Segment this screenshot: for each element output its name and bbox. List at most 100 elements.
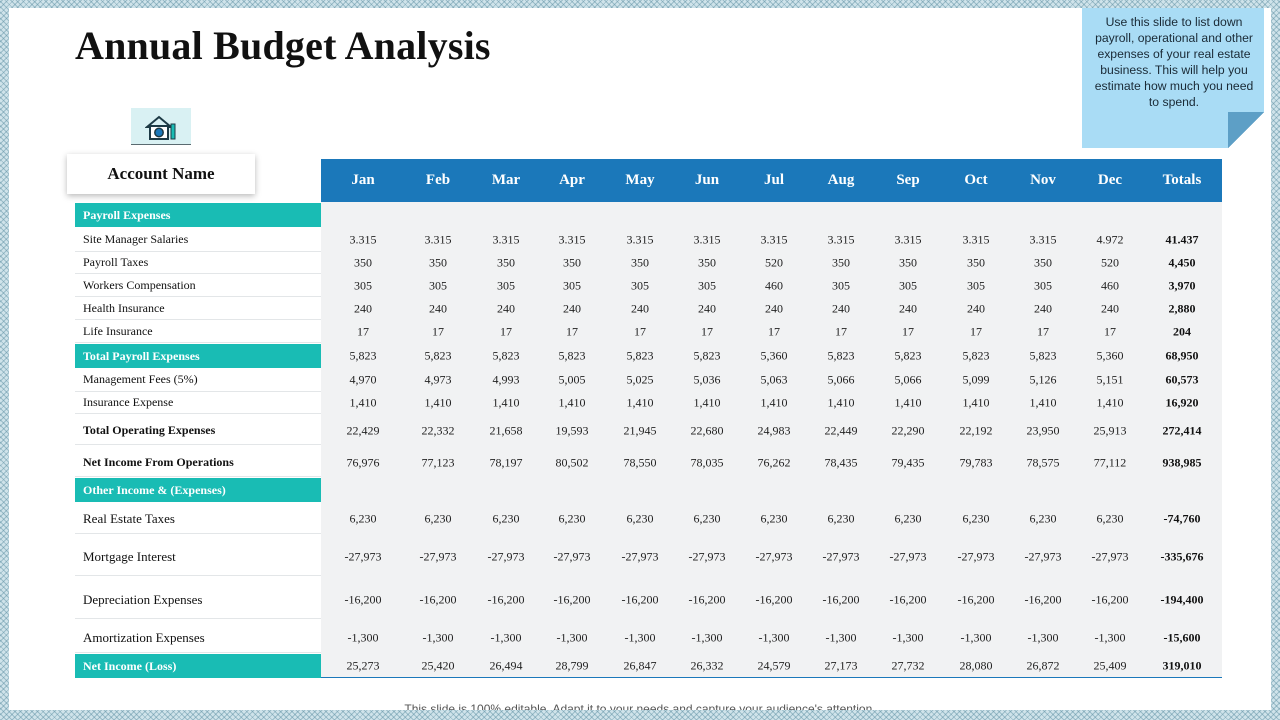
table-cell: 5,005 bbox=[558, 372, 586, 387]
table-cell: 17 bbox=[1037, 324, 1049, 339]
table-cell: 17 bbox=[432, 324, 444, 339]
table-cell: 350 bbox=[354, 255, 372, 270]
table-cell: 26,494 bbox=[489, 658, 523, 673]
row-label: Workers Compensation bbox=[75, 275, 321, 297]
table-cell: 240 bbox=[563, 301, 581, 316]
table-cell: 460 bbox=[765, 278, 783, 293]
row-total-cell: 2,880 bbox=[1168, 301, 1196, 316]
table-cell: 6,230 bbox=[349, 511, 377, 526]
table-cell: 350 bbox=[967, 255, 985, 270]
account-name-header: Account Name bbox=[67, 154, 255, 194]
table-cell: 27,732 bbox=[891, 658, 925, 673]
table-cell: 79,435 bbox=[891, 455, 925, 470]
table-cell: 28,799 bbox=[555, 658, 589, 673]
table-cell: 240 bbox=[631, 301, 649, 316]
row-label: Total Operating Expenses bbox=[75, 417, 321, 445]
row-label: Net Income From Operations bbox=[75, 449, 321, 477]
table-cell: 6,230 bbox=[492, 511, 520, 526]
row-total-cell: -194,400 bbox=[1160, 592, 1204, 607]
table-cell: 305 bbox=[899, 278, 917, 293]
table-cell: 5,063 bbox=[760, 372, 788, 387]
table-cell: 5,151 bbox=[1096, 372, 1124, 387]
table-cell: -1,300 bbox=[825, 630, 857, 645]
values-background bbox=[321, 202, 1222, 678]
table-cell: 78,550 bbox=[623, 455, 657, 470]
table-cell: 78,197 bbox=[489, 455, 523, 470]
table-cell: 1,410 bbox=[424, 395, 452, 410]
table-cell: 80,502 bbox=[555, 455, 589, 470]
column-header-mar: Mar bbox=[491, 172, 521, 188]
table-cell: 17 bbox=[902, 324, 914, 339]
row-label: Insurance Expense bbox=[75, 392, 321, 414]
column-header-may: May bbox=[625, 172, 655, 188]
table-cell: 79,783 bbox=[959, 455, 993, 470]
table-cell: 350 bbox=[631, 255, 649, 270]
table-cell: 240 bbox=[899, 301, 917, 316]
table-cell: 5,823 bbox=[349, 348, 377, 363]
table-cell: 27,173 bbox=[824, 658, 858, 673]
table-bottom-rule bbox=[321, 677, 1222, 678]
column-header-dec: Dec bbox=[1097, 172, 1123, 188]
table-cell: -16,200 bbox=[688, 592, 726, 607]
table-cell: 1,410 bbox=[558, 395, 586, 410]
table-cell: 5,823 bbox=[558, 348, 586, 363]
row-total-cell: 16,920 bbox=[1165, 395, 1199, 410]
table-cell: 17 bbox=[566, 324, 578, 339]
table-cell: 17 bbox=[835, 324, 847, 339]
table-cell: 1,410 bbox=[349, 395, 377, 410]
table-cell: 3.315 bbox=[827, 232, 855, 247]
table-cell: 77,123 bbox=[421, 455, 455, 470]
column-header-jul: Jul bbox=[763, 172, 785, 188]
table-cell: 3.315 bbox=[558, 232, 586, 247]
table-cell: -16,200 bbox=[822, 592, 860, 607]
table-cell: 5,025 bbox=[626, 372, 654, 387]
table-cell: 3.315 bbox=[894, 232, 922, 247]
table-cell: -16,200 bbox=[344, 592, 382, 607]
table-cell: 6,230 bbox=[1096, 511, 1124, 526]
table-cell: -1,300 bbox=[1027, 630, 1059, 645]
table-cell: -1,300 bbox=[1094, 630, 1126, 645]
table-cell: -1,300 bbox=[347, 630, 379, 645]
table-cell: -1,300 bbox=[556, 630, 588, 645]
table-cell: 240 bbox=[765, 301, 783, 316]
table-cell: -27,973 bbox=[419, 549, 457, 564]
table-cell: 21,945 bbox=[623, 423, 657, 438]
table-cell: -27,973 bbox=[688, 549, 726, 564]
row-total-cell: 938,985 bbox=[1162, 455, 1202, 470]
table-cell: 350 bbox=[899, 255, 917, 270]
table-cell: 76,976 bbox=[346, 455, 380, 470]
table-cell: 305 bbox=[631, 278, 649, 293]
table-cell: 22,290 bbox=[891, 423, 925, 438]
table-cell: 17 bbox=[500, 324, 512, 339]
table-cell: 3.315 bbox=[962, 232, 990, 247]
column-header-totals: Totals bbox=[1162, 172, 1202, 188]
table-cell: 240 bbox=[354, 301, 372, 316]
sticky-note-text: Use this slide to list down payroll, ope… bbox=[1094, 15, 1254, 109]
table-cell: -16,200 bbox=[755, 592, 793, 607]
table-cell: 5,360 bbox=[1096, 348, 1124, 363]
table-cell: -1,300 bbox=[960, 630, 992, 645]
table-cell: -27,973 bbox=[344, 549, 382, 564]
table-cell: 5,823 bbox=[962, 348, 990, 363]
note-fold-shadow bbox=[1228, 112, 1264, 148]
table-cell: 26,847 bbox=[623, 658, 657, 673]
table-cell: 25,913 bbox=[1093, 423, 1127, 438]
table-cell: -16,200 bbox=[553, 592, 591, 607]
table-cell: 78,035 bbox=[690, 455, 724, 470]
table-cell: -1,300 bbox=[691, 630, 723, 645]
table-cell: 1,410 bbox=[626, 395, 654, 410]
table-cell: 1,410 bbox=[962, 395, 990, 410]
table-cell: 5,823 bbox=[626, 348, 654, 363]
table-cell: 4,970 bbox=[349, 372, 377, 387]
row-label: Total Payroll Expenses bbox=[75, 344, 321, 368]
table-cell: 23,950 bbox=[1026, 423, 1060, 438]
row-label: Health Insurance bbox=[75, 298, 321, 320]
table-cell: 22,680 bbox=[690, 423, 724, 438]
table-cell: -27,973 bbox=[487, 549, 525, 564]
table-cell: -16,200 bbox=[957, 592, 995, 607]
table-cell: -27,973 bbox=[822, 549, 860, 564]
table-cell: 17 bbox=[357, 324, 369, 339]
table-cell: 17 bbox=[768, 324, 780, 339]
table-cell: 24,983 bbox=[757, 423, 791, 438]
table-cell: 3.315 bbox=[424, 232, 452, 247]
